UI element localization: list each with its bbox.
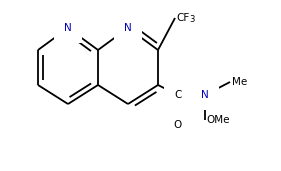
Text: O: O	[174, 120, 182, 130]
Text: N: N	[124, 23, 132, 33]
Text: CF: CF	[176, 13, 189, 23]
Text: Me: Me	[232, 77, 247, 87]
Text: OMe: OMe	[206, 115, 230, 125]
Text: 3: 3	[189, 16, 194, 24]
Text: N: N	[64, 23, 72, 33]
Text: N: N	[201, 90, 209, 100]
Text: C: C	[174, 90, 182, 100]
